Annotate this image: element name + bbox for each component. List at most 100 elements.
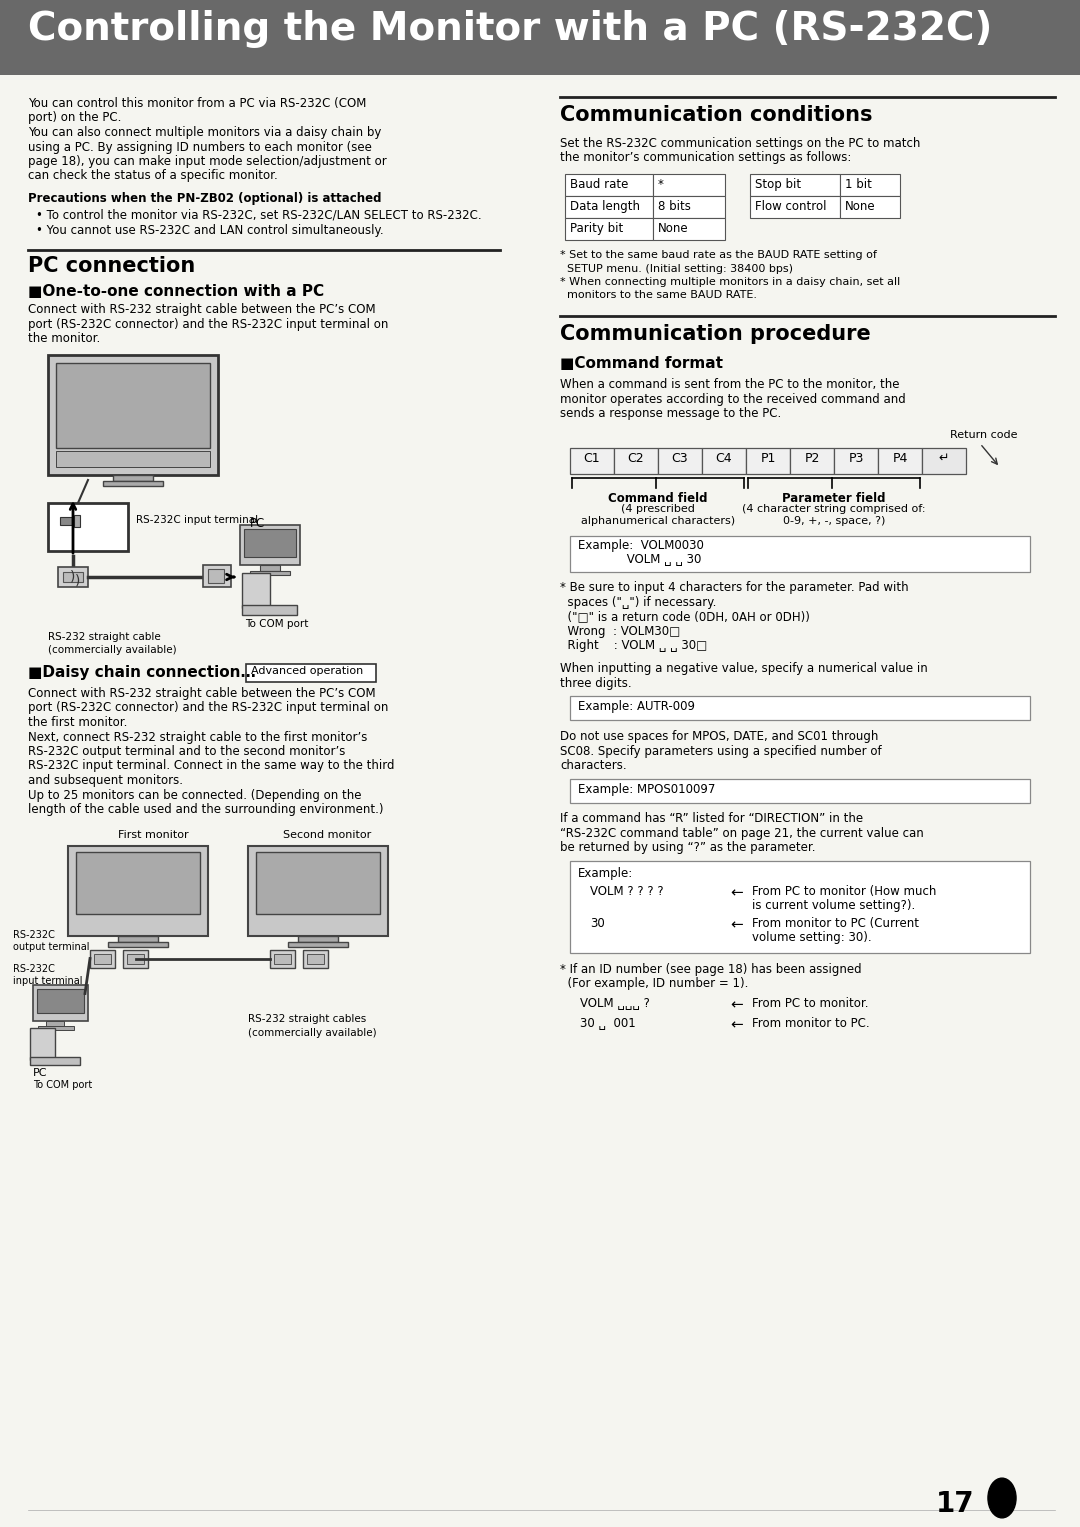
Text: Up to 25 monitors can be connected. (Depending on the: Up to 25 monitors can be connected. (Dep… [28, 788, 362, 802]
Bar [46, 1020, 64, 1026]
Text: Next, connect RS-232 straight cable to the first monitor’s: Next, connect RS-232 straight cable to t… [28, 730, 367, 744]
Text: VOLM ? ? ? ?: VOLM ? ? ? ? [590, 886, 663, 898]
Text: C4: C4 [716, 452, 732, 464]
Text: E: E [998, 1490, 1007, 1503]
Text: output terminal: output terminal [13, 942, 90, 951]
Text: From monitor to PC (Current: From monitor to PC (Current [752, 918, 919, 930]
Text: 0-9, +, -, space, ?): 0-9, +, -, space, ?) [783, 516, 886, 527]
Text: (For example, ID number = 1).: (For example, ID number = 1). [561, 977, 748, 991]
Text: length of the cable used and the surrounding environment.): length of the cable used and the surroun… [28, 803, 383, 815]
Text: port (RS-232C connector) and the RS-232C input terminal on: port (RS-232C connector) and the RS-232C… [28, 701, 389, 715]
Text: You can control this monitor from a PC via RS-232C (COM: You can control this monitor from a PC v… [28, 98, 366, 110]
Text: ): ) [70, 570, 76, 583]
Text: C2: C2 [627, 452, 645, 464]
Bar [565, 174, 653, 195]
Bar [298, 936, 338, 942]
Text: 30: 30 [590, 918, 605, 930]
Bar [260, 565, 280, 571]
Text: From PC to monitor.: From PC to monitor. [752, 997, 868, 1009]
Text: volume setting: 30).: volume setting: 30). [752, 931, 872, 944]
Text: C1: C1 [583, 452, 600, 464]
Bar [68, 846, 208, 936]
Bar [246, 664, 376, 683]
Text: three digits.: three digits. [561, 676, 632, 690]
Bar [240, 525, 300, 565]
Text: 8 bits: 8 bits [658, 200, 691, 212]
Text: Communication conditions: Communication conditions [561, 105, 873, 125]
Text: alphanumerical characters): alphanumerical characters) [581, 516, 735, 527]
Bar [565, 195, 653, 218]
Text: * When connecting multiple monitors in a daisy chain, set all: * When connecting multiple monitors in a… [561, 276, 901, 287]
Bar [922, 447, 966, 473]
Bar [570, 696, 1030, 721]
Text: Right    : VOLM ␣ ␣ 30□: Right : VOLM ␣ ␣ 30□ [561, 640, 707, 652]
Bar [303, 950, 328, 968]
Text: Communication procedure: Communication procedure [561, 324, 870, 344]
Bar [570, 536, 1030, 571]
Bar [48, 354, 218, 475]
Text: Precautions when the PN-ZB02 (optional) is attached: Precautions when the PN-ZB02 (optional) … [28, 192, 381, 205]
Bar [256, 852, 380, 913]
Bar [76, 852, 200, 913]
Text: When inputting a negative value, specify a numerical value in: When inputting a negative value, specify… [561, 663, 928, 675]
Bar [242, 605, 297, 615]
Bar [789, 447, 834, 473]
Text: input terminal: input terminal [13, 976, 82, 985]
Text: • To control the monitor via RS-232C, set RS-232C/LAN SELECT to RS-232C.: • To control the monitor via RS-232C, se… [36, 209, 482, 221]
Bar [103, 481, 163, 486]
Text: is current volume setting?).: is current volume setting?). [752, 899, 915, 912]
Bar [270, 950, 295, 968]
Bar [37, 988, 84, 1012]
Text: characters.: characters. [561, 759, 626, 773]
Text: sends a response message to the PC.: sends a response message to the PC. [561, 408, 781, 420]
Text: can check the status of a specific monitor.: can check the status of a specific monit… [28, 169, 278, 183]
Bar [615, 447, 658, 473]
Text: Example: AUTR-009: Example: AUTR-009 [578, 699, 696, 713]
Text: When a command is sent from the PC to the monitor, the: When a command is sent from the PC to th… [561, 379, 900, 391]
Text: To COM port: To COM port [33, 1080, 92, 1089]
Bar [30, 1057, 80, 1064]
Text: SC08. Specify parameters using a specified number of: SC08. Specify parameters using a specifi… [561, 745, 881, 757]
Bar [90, 950, 114, 968]
Bar [307, 953, 324, 964]
Text: *: * [658, 179, 664, 191]
Text: RS-232C input terminal: RS-232C input terminal [136, 515, 258, 525]
Bar [30, 1028, 55, 1060]
Text: and subsequent monitors.: and subsequent monitors. [28, 774, 183, 786]
Text: using a PC. By assigning ID numbers to each monitor (see: using a PC. By assigning ID numbers to e… [28, 140, 372, 154]
Text: From monitor to PC.: From monitor to PC. [752, 1017, 869, 1031]
Bar [834, 447, 878, 473]
Bar [653, 195, 725, 218]
Text: ←: ← [730, 918, 743, 931]
Bar [60, 518, 72, 525]
Text: Data length: Data length [570, 200, 640, 212]
Bar [248, 846, 388, 936]
Bar [249, 571, 291, 576]
Bar [108, 942, 168, 947]
Text: RS-232C: RS-232C [13, 930, 55, 939]
Bar [127, 953, 144, 964]
Text: monitor operates according to the received command and: monitor operates according to the receiv… [561, 392, 906, 406]
Text: None: None [845, 200, 876, 212]
Text: If a command has “R” listed for “DIRECTION” in the: If a command has “R” listed for “DIRECTI… [561, 812, 863, 826]
Text: (4 character string comprised of:: (4 character string comprised of: [742, 504, 926, 515]
Text: (4 prescribed: (4 prescribed [621, 504, 694, 515]
Bar [58, 567, 87, 586]
Text: be returned by using “?” as the parameter.: be returned by using “?” as the paramete… [561, 841, 815, 855]
Bar [274, 953, 291, 964]
Text: * Be sure to input 4 characters for the parameter. Pad with: * Be sure to input 4 characters for the … [561, 582, 908, 594]
Text: Example:: Example: [578, 867, 633, 880]
Text: Do not use spaces for MPOS, DATE, and SC01 through: Do not use spaces for MPOS, DATE, and SC… [561, 730, 878, 744]
Text: RS-232C: RS-232C [13, 964, 55, 974]
Text: monitors to the same BAUD RATE.: monitors to the same BAUD RATE. [561, 290, 757, 301]
Text: PC: PC [249, 518, 266, 530]
Bar [653, 174, 725, 195]
Text: “RS-232C command table” on page 21, the current value can: “RS-232C command table” on page 21, the … [561, 828, 923, 840]
Bar [702, 447, 746, 473]
Text: ↵: ↵ [939, 452, 949, 464]
Text: port (RS-232C connector) and the RS-232C input terminal on: port (RS-232C connector) and the RS-232C… [28, 318, 389, 331]
Bar [570, 861, 1030, 953]
Text: Controlling the Monitor with a PC (RS-232C): Controlling the Monitor with a PC (RS-23… [28, 11, 993, 47]
Text: RS-232C output terminal and to the second monitor’s: RS-232C output terminal and to the secon… [28, 745, 346, 757]
Text: Parameter field: Parameter field [782, 492, 886, 504]
